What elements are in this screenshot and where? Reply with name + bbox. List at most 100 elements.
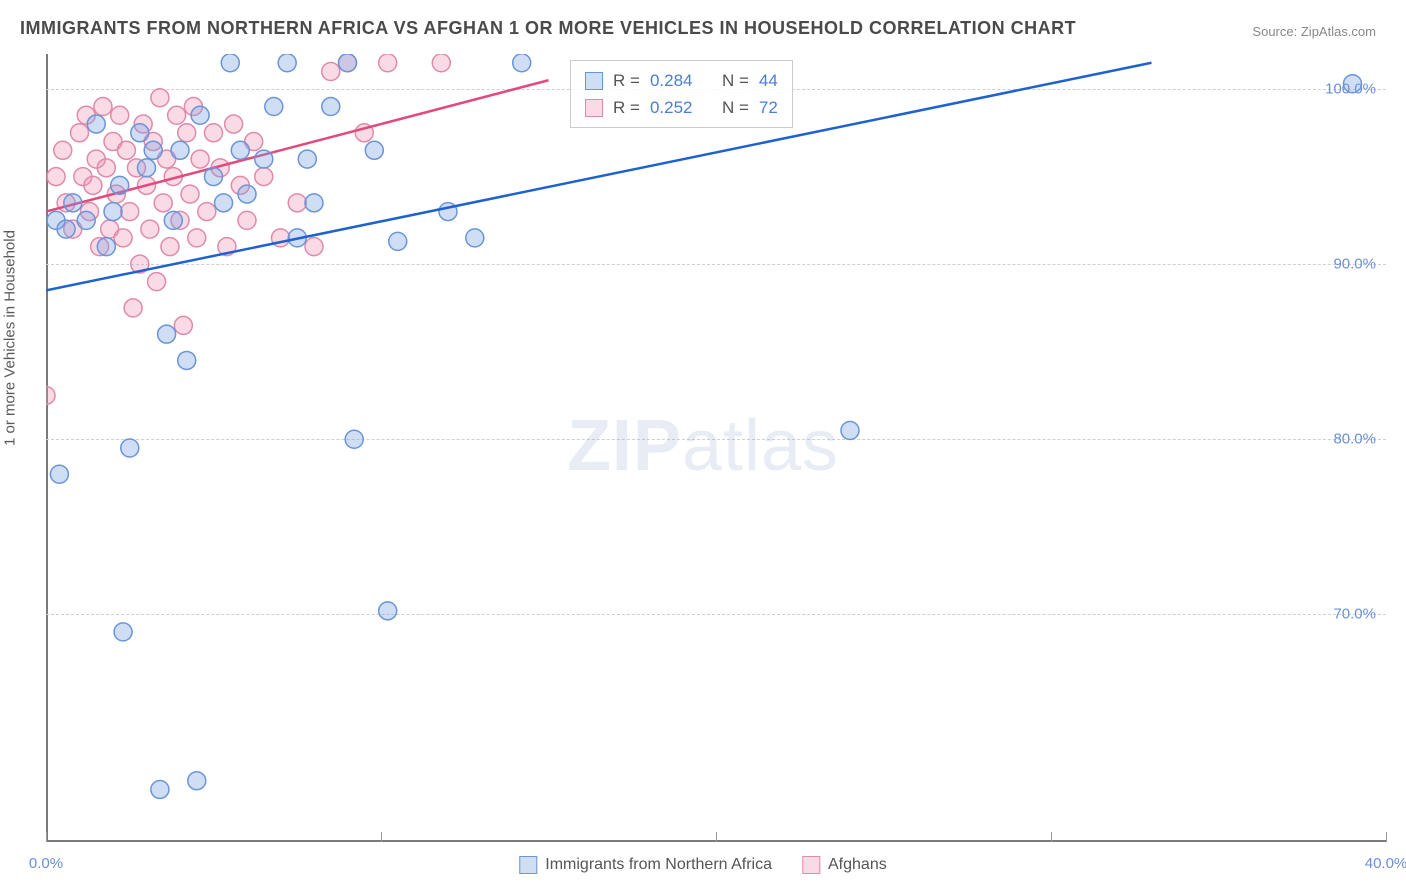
pink-point (191, 150, 209, 168)
pink-point (117, 141, 135, 159)
y-axis-label: 1 or more Vehicles in Household (2, 230, 19, 446)
pink-point (46, 386, 55, 404)
correlation-stats-box: R = 0.284 N = 44 R = 0.252 N = 72 (570, 60, 793, 128)
blue-point (158, 325, 176, 343)
blue-point (221, 54, 239, 72)
blue-point (104, 203, 122, 221)
blue-point (238, 185, 256, 203)
pink-point (94, 98, 112, 116)
blue-point (164, 211, 182, 229)
pink-point (54, 141, 72, 159)
blue-point (57, 220, 75, 238)
blue-point (466, 229, 484, 247)
blue-point (231, 141, 249, 159)
source-label: Source: (1252, 24, 1297, 39)
blue-point (111, 176, 129, 194)
pink-point (121, 203, 139, 221)
pink-point (97, 159, 115, 177)
blue-point (1344, 75, 1362, 93)
blue-point (188, 772, 206, 790)
blue-point (50, 465, 68, 483)
pink-point (322, 63, 340, 81)
legend-item-pink: Afghans (802, 856, 887, 874)
blue-point (171, 141, 189, 159)
blue-point (278, 54, 296, 72)
blue-point (305, 194, 323, 212)
legend-label-pink: Afghans (828, 856, 887, 874)
pink-point (238, 211, 256, 229)
n-label: N = (722, 67, 749, 94)
blue-point (841, 421, 859, 439)
x-tick (1386, 832, 1387, 842)
pink-point (114, 229, 132, 247)
blue-point (265, 98, 283, 116)
pink-point (305, 238, 323, 256)
chart-title: IMMIGRANTS FROM NORTHERN AFRICA VS AFGHA… (20, 18, 1076, 39)
blue-point (215, 194, 233, 212)
blue-point (151, 780, 169, 798)
blue-point (339, 54, 357, 72)
pink-point (148, 273, 166, 291)
blue-point (389, 232, 407, 250)
legend-swatch-blue (519, 856, 537, 874)
pink-point (379, 54, 397, 72)
r-value-pink: 0.252 (650, 94, 693, 121)
pink-point (161, 238, 179, 256)
blue-point (345, 430, 363, 448)
blue-point (97, 238, 115, 256)
legend-swatch-pink (802, 856, 820, 874)
blue-point (144, 141, 162, 159)
blue-point (365, 141, 383, 159)
pink-point (84, 176, 102, 194)
blue-point (138, 159, 156, 177)
x-tick-label: 0.0% (29, 855, 63, 872)
pink-point (151, 89, 169, 107)
pink-point (174, 316, 192, 334)
legend-label-blue: Immigrants from Northern Africa (545, 856, 772, 874)
blue-point (131, 124, 149, 142)
blue-point (114, 623, 132, 641)
swatch-blue (585, 72, 603, 90)
pink-point (71, 124, 89, 142)
blue-point (87, 115, 105, 133)
pink-point (432, 54, 450, 72)
blue-point (121, 439, 139, 457)
r-value-blue: 0.284 (650, 67, 693, 94)
pink-point (225, 115, 243, 133)
blue-point (255, 150, 273, 168)
scatter-chart-svg (46, 54, 1386, 842)
pink-point (154, 194, 172, 212)
pink-point (111, 106, 129, 124)
blue-point (298, 150, 316, 168)
pink-point (124, 299, 142, 317)
x-tick-label: 40.0% (1365, 855, 1406, 872)
pink-point (255, 168, 273, 186)
r-label: R = (613, 94, 640, 121)
legend: Immigrants from Northern Africa Afghans (519, 856, 886, 874)
blue-point (178, 351, 196, 369)
swatch-pink (585, 99, 603, 117)
pink-point (178, 124, 196, 142)
stats-row-blue: R = 0.284 N = 44 (585, 67, 778, 94)
source-attribution: Source: ZipAtlas.com (1252, 24, 1376, 39)
pink-point (141, 220, 159, 238)
pink-point (188, 229, 206, 247)
blue-point (322, 98, 340, 116)
pink-point (205, 124, 223, 142)
blue-point (191, 106, 209, 124)
blue-point (205, 168, 223, 186)
pink-point (168, 106, 186, 124)
pink-point (288, 194, 306, 212)
pink-point (47, 168, 65, 186)
pink-point (181, 185, 199, 203)
blue-point (379, 602, 397, 620)
source-link[interactable]: ZipAtlas.com (1301, 24, 1376, 39)
blue-point (513, 54, 531, 72)
pink-point (198, 203, 216, 221)
n-value-pink: 72 (759, 94, 778, 121)
stats-row-pink: R = 0.252 N = 72 (585, 94, 778, 121)
r-label: R = (613, 67, 640, 94)
blue-point (77, 211, 95, 229)
n-label: N = (722, 94, 749, 121)
legend-item-blue: Immigrants from Northern Africa (519, 856, 772, 874)
